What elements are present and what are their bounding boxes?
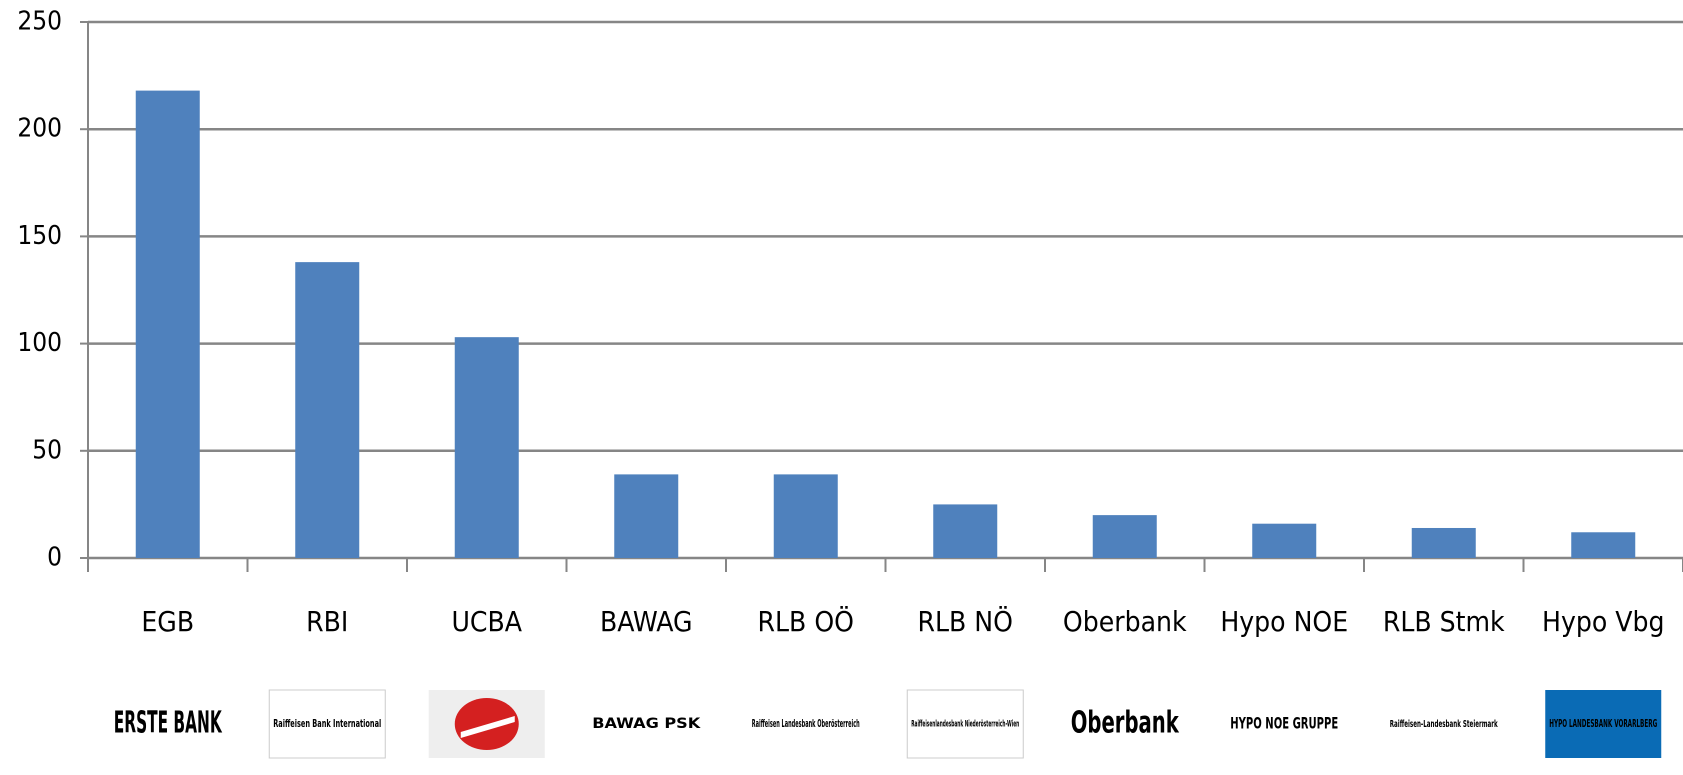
- logo-text: ERSTE BANK: [114, 706, 223, 741]
- logo-text: Raiffeisen-Landesbank Steiermark: [1390, 719, 1499, 730]
- bar: [1092, 515, 1157, 558]
- x-tick-label: UCBA: [451, 605, 522, 638]
- logo-text: HYPO LANDESBANK VORARLBERG: [1549, 717, 1657, 730]
- bar: [1252, 523, 1317, 558]
- x-tick-label: Hypo NOE: [1220, 605, 1348, 638]
- x-tick-label: Oberbank: [1063, 605, 1187, 638]
- bar: [614, 474, 679, 558]
- x-tick-label: BAWAG: [600, 605, 693, 638]
- x-tick-label: EGB: [141, 605, 194, 638]
- bar: [1571, 532, 1636, 558]
- logo-mark: [454, 698, 519, 750]
- x-tick-label: RBI: [306, 605, 348, 638]
- y-tick-label: 250: [17, 7, 62, 37]
- logo-text: BAWAG PSK: [592, 716, 702, 732]
- y-tick-label: 50: [32, 435, 62, 465]
- y-tick-label: 0: [47, 543, 62, 573]
- x-tick-label: RLB Stmk: [1383, 605, 1505, 638]
- bar: [454, 337, 519, 558]
- x-tick-label: RLB OÖ: [758, 604, 854, 638]
- logo-text: Raiffeisen Bank International: [273, 717, 381, 730]
- y-tick-label: 200: [17, 114, 62, 144]
- logo-text: Raiffeisen Landesbank Oberösterreich: [752, 717, 860, 730]
- bar: [1411, 527, 1476, 558]
- bar: [295, 262, 360, 558]
- bar: [773, 474, 838, 558]
- logo-text: HYPO NOE GRUPPE: [1230, 714, 1338, 733]
- logo-box: [906, 689, 1024, 759]
- logo-mark: [460, 716, 515, 738]
- y-tick-label: 150: [17, 221, 62, 251]
- logo-text: Raiffeisenlandesbank Niederösterreich-Wi…: [911, 720, 1019, 730]
- bar: [135, 90, 200, 558]
- logo-box: [1545, 690, 1662, 758]
- x-tick-label: RLB NÖ: [918, 604, 1013, 638]
- y-tick-label: 100: [17, 328, 62, 358]
- logo-text: Oberbank: [1071, 706, 1180, 741]
- bar: [933, 504, 998, 558]
- x-tick-label: Hypo Vbg: [1542, 605, 1664, 638]
- logo-box: [268, 689, 386, 759]
